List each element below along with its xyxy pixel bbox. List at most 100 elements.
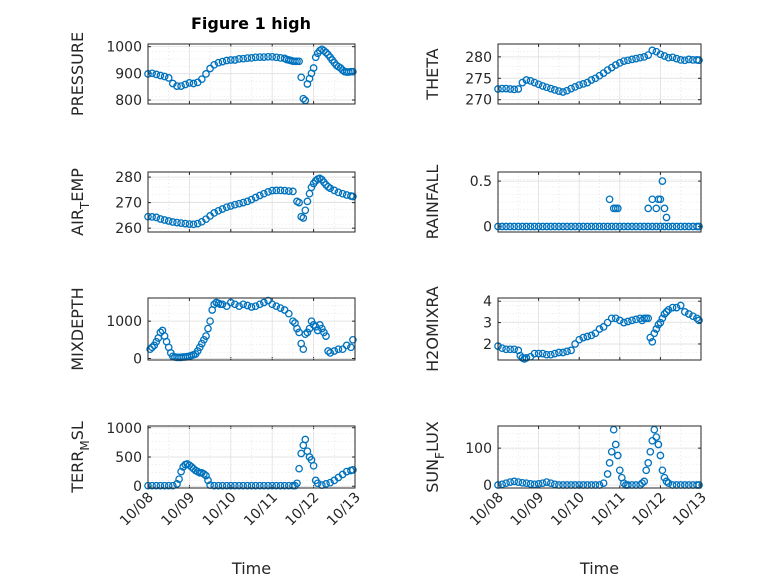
data-point bbox=[210, 60, 219, 69]
data-point bbox=[239, 300, 248, 309]
data-point bbox=[603, 318, 612, 327]
data-point bbox=[347, 343, 355, 352]
data-point bbox=[693, 314, 701, 323]
data-point bbox=[658, 314, 667, 323]
data-point bbox=[255, 53, 264, 61]
data-point bbox=[656, 451, 665, 460]
data-point bbox=[522, 479, 531, 488]
data-point bbox=[620, 479, 628, 488]
data-point bbox=[607, 314, 616, 323]
data-point bbox=[624, 222, 632, 231]
data-point bbox=[309, 64, 318, 72]
data-point bbox=[235, 302, 243, 311]
data-point bbox=[272, 481, 281, 490]
data-point bbox=[620, 57, 628, 65]
data-point bbox=[295, 464, 303, 473]
data-point bbox=[534, 349, 543, 358]
axes-frame bbox=[497, 43, 702, 105]
data-point bbox=[642, 466, 651, 475]
data-point bbox=[660, 473, 669, 482]
y-tick-label: 0 bbox=[133, 479, 142, 495]
data-point bbox=[272, 302, 281, 311]
subplot-4: 0 0.5 RAINFALL bbox=[423, 165, 703, 240]
axes-frame bbox=[497, 297, 702, 361]
data-point bbox=[587, 76, 596, 84]
data-point bbox=[648, 436, 657, 445]
data-point bbox=[563, 222, 571, 231]
data-point bbox=[658, 177, 667, 185]
data-point bbox=[168, 218, 177, 226]
data-point bbox=[226, 56, 235, 64]
y-tick-label: 500 bbox=[115, 450, 142, 466]
data-point bbox=[260, 298, 268, 307]
data-point bbox=[276, 304, 285, 312]
data-point bbox=[518, 478, 527, 487]
data-point bbox=[177, 467, 185, 476]
data-point bbox=[338, 189, 347, 198]
data-point bbox=[200, 470, 208, 478]
x-tick-label: 10/08 bbox=[117, 490, 157, 530]
data-point bbox=[607, 447, 616, 456]
data-point bbox=[231, 481, 239, 490]
data-point bbox=[640, 477, 649, 486]
data-point bbox=[567, 84, 575, 93]
data-point bbox=[320, 328, 328, 337]
data-point bbox=[640, 222, 649, 231]
data-point bbox=[680, 56, 689, 65]
data-point bbox=[550, 222, 559, 231]
data-point bbox=[148, 343, 156, 352]
x-tick-label: 10/09 bbox=[508, 490, 548, 530]
data-point bbox=[502, 479, 510, 488]
y-tick-label: 1000 bbox=[106, 40, 142, 56]
y-tick-label: 900 bbox=[115, 66, 142, 82]
data-point bbox=[260, 53, 268, 61]
data-point bbox=[255, 300, 264, 309]
data-point bbox=[650, 425, 659, 434]
data-point bbox=[318, 324, 326, 333]
y-axis-label: SUNFLUX bbox=[423, 421, 447, 493]
data-point bbox=[218, 205, 227, 213]
data-point bbox=[218, 481, 227, 490]
data-point bbox=[555, 222, 563, 231]
data-point bbox=[326, 184, 335, 193]
data-point bbox=[676, 222, 685, 231]
data-point bbox=[315, 321, 324, 329]
data-point bbox=[542, 222, 551, 231]
data-point bbox=[546, 84, 555, 93]
data-point bbox=[338, 345, 347, 354]
data-point bbox=[628, 222, 636, 231]
data-point bbox=[326, 478, 335, 487]
data-point bbox=[615, 316, 624, 325]
y-tick-label: 275 bbox=[465, 71, 492, 87]
data-point bbox=[247, 481, 256, 490]
data-point bbox=[668, 53, 677, 62]
data-point bbox=[567, 222, 575, 231]
y-tick-label: 0 bbox=[483, 478, 492, 494]
data-point bbox=[268, 481, 277, 490]
x-tick-label: 10/08 bbox=[467, 490, 507, 530]
data-point bbox=[522, 76, 531, 84]
data-point bbox=[605, 459, 614, 467]
data-point bbox=[587, 222, 596, 231]
y-axis-label: MIXDEPTH bbox=[68, 287, 87, 370]
data-point bbox=[193, 347, 202, 355]
data-point bbox=[299, 214, 308, 222]
data-point bbox=[177, 82, 185, 90]
data-point bbox=[603, 470, 612, 478]
data-point bbox=[309, 461, 318, 470]
data-point bbox=[506, 345, 515, 354]
data-point bbox=[210, 481, 219, 490]
data-point bbox=[185, 220, 194, 228]
data-point bbox=[330, 186, 339, 195]
y-tick-label: 100 bbox=[465, 441, 492, 457]
data-point bbox=[255, 481, 264, 490]
x-tick-label: 10/11 bbox=[589, 490, 629, 530]
data-point bbox=[498, 222, 506, 231]
data-point bbox=[349, 466, 357, 474]
y-tick-label: 0 bbox=[483, 220, 492, 236]
data-point bbox=[173, 82, 181, 90]
data-point bbox=[636, 53, 644, 62]
data-point bbox=[668, 303, 677, 312]
data-point bbox=[571, 83, 579, 91]
y-axis-label: RAINFALL bbox=[423, 165, 442, 240]
